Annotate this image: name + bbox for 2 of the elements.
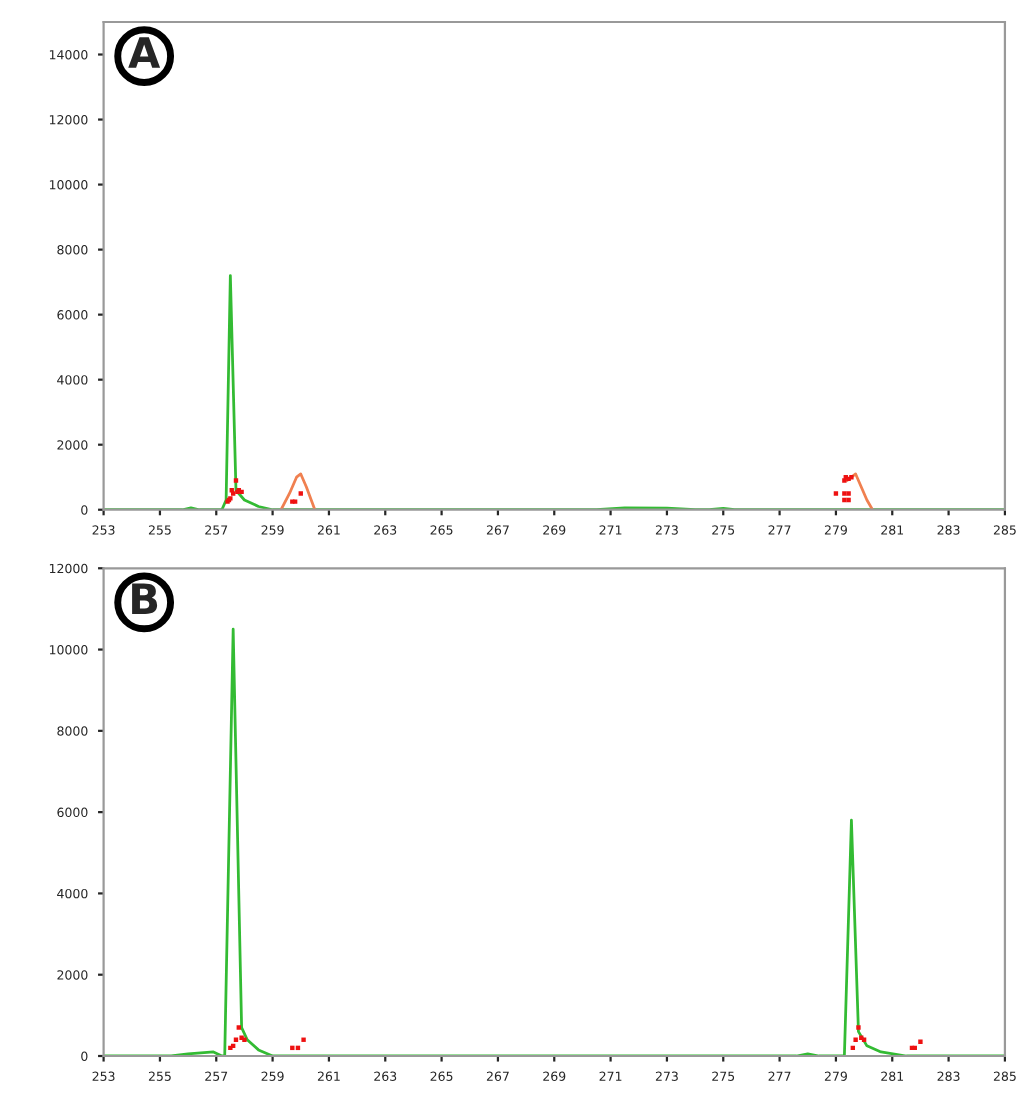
annotation: A <box>128 37 161 68</box>
annotation: B <box>132 583 158 614</box>
